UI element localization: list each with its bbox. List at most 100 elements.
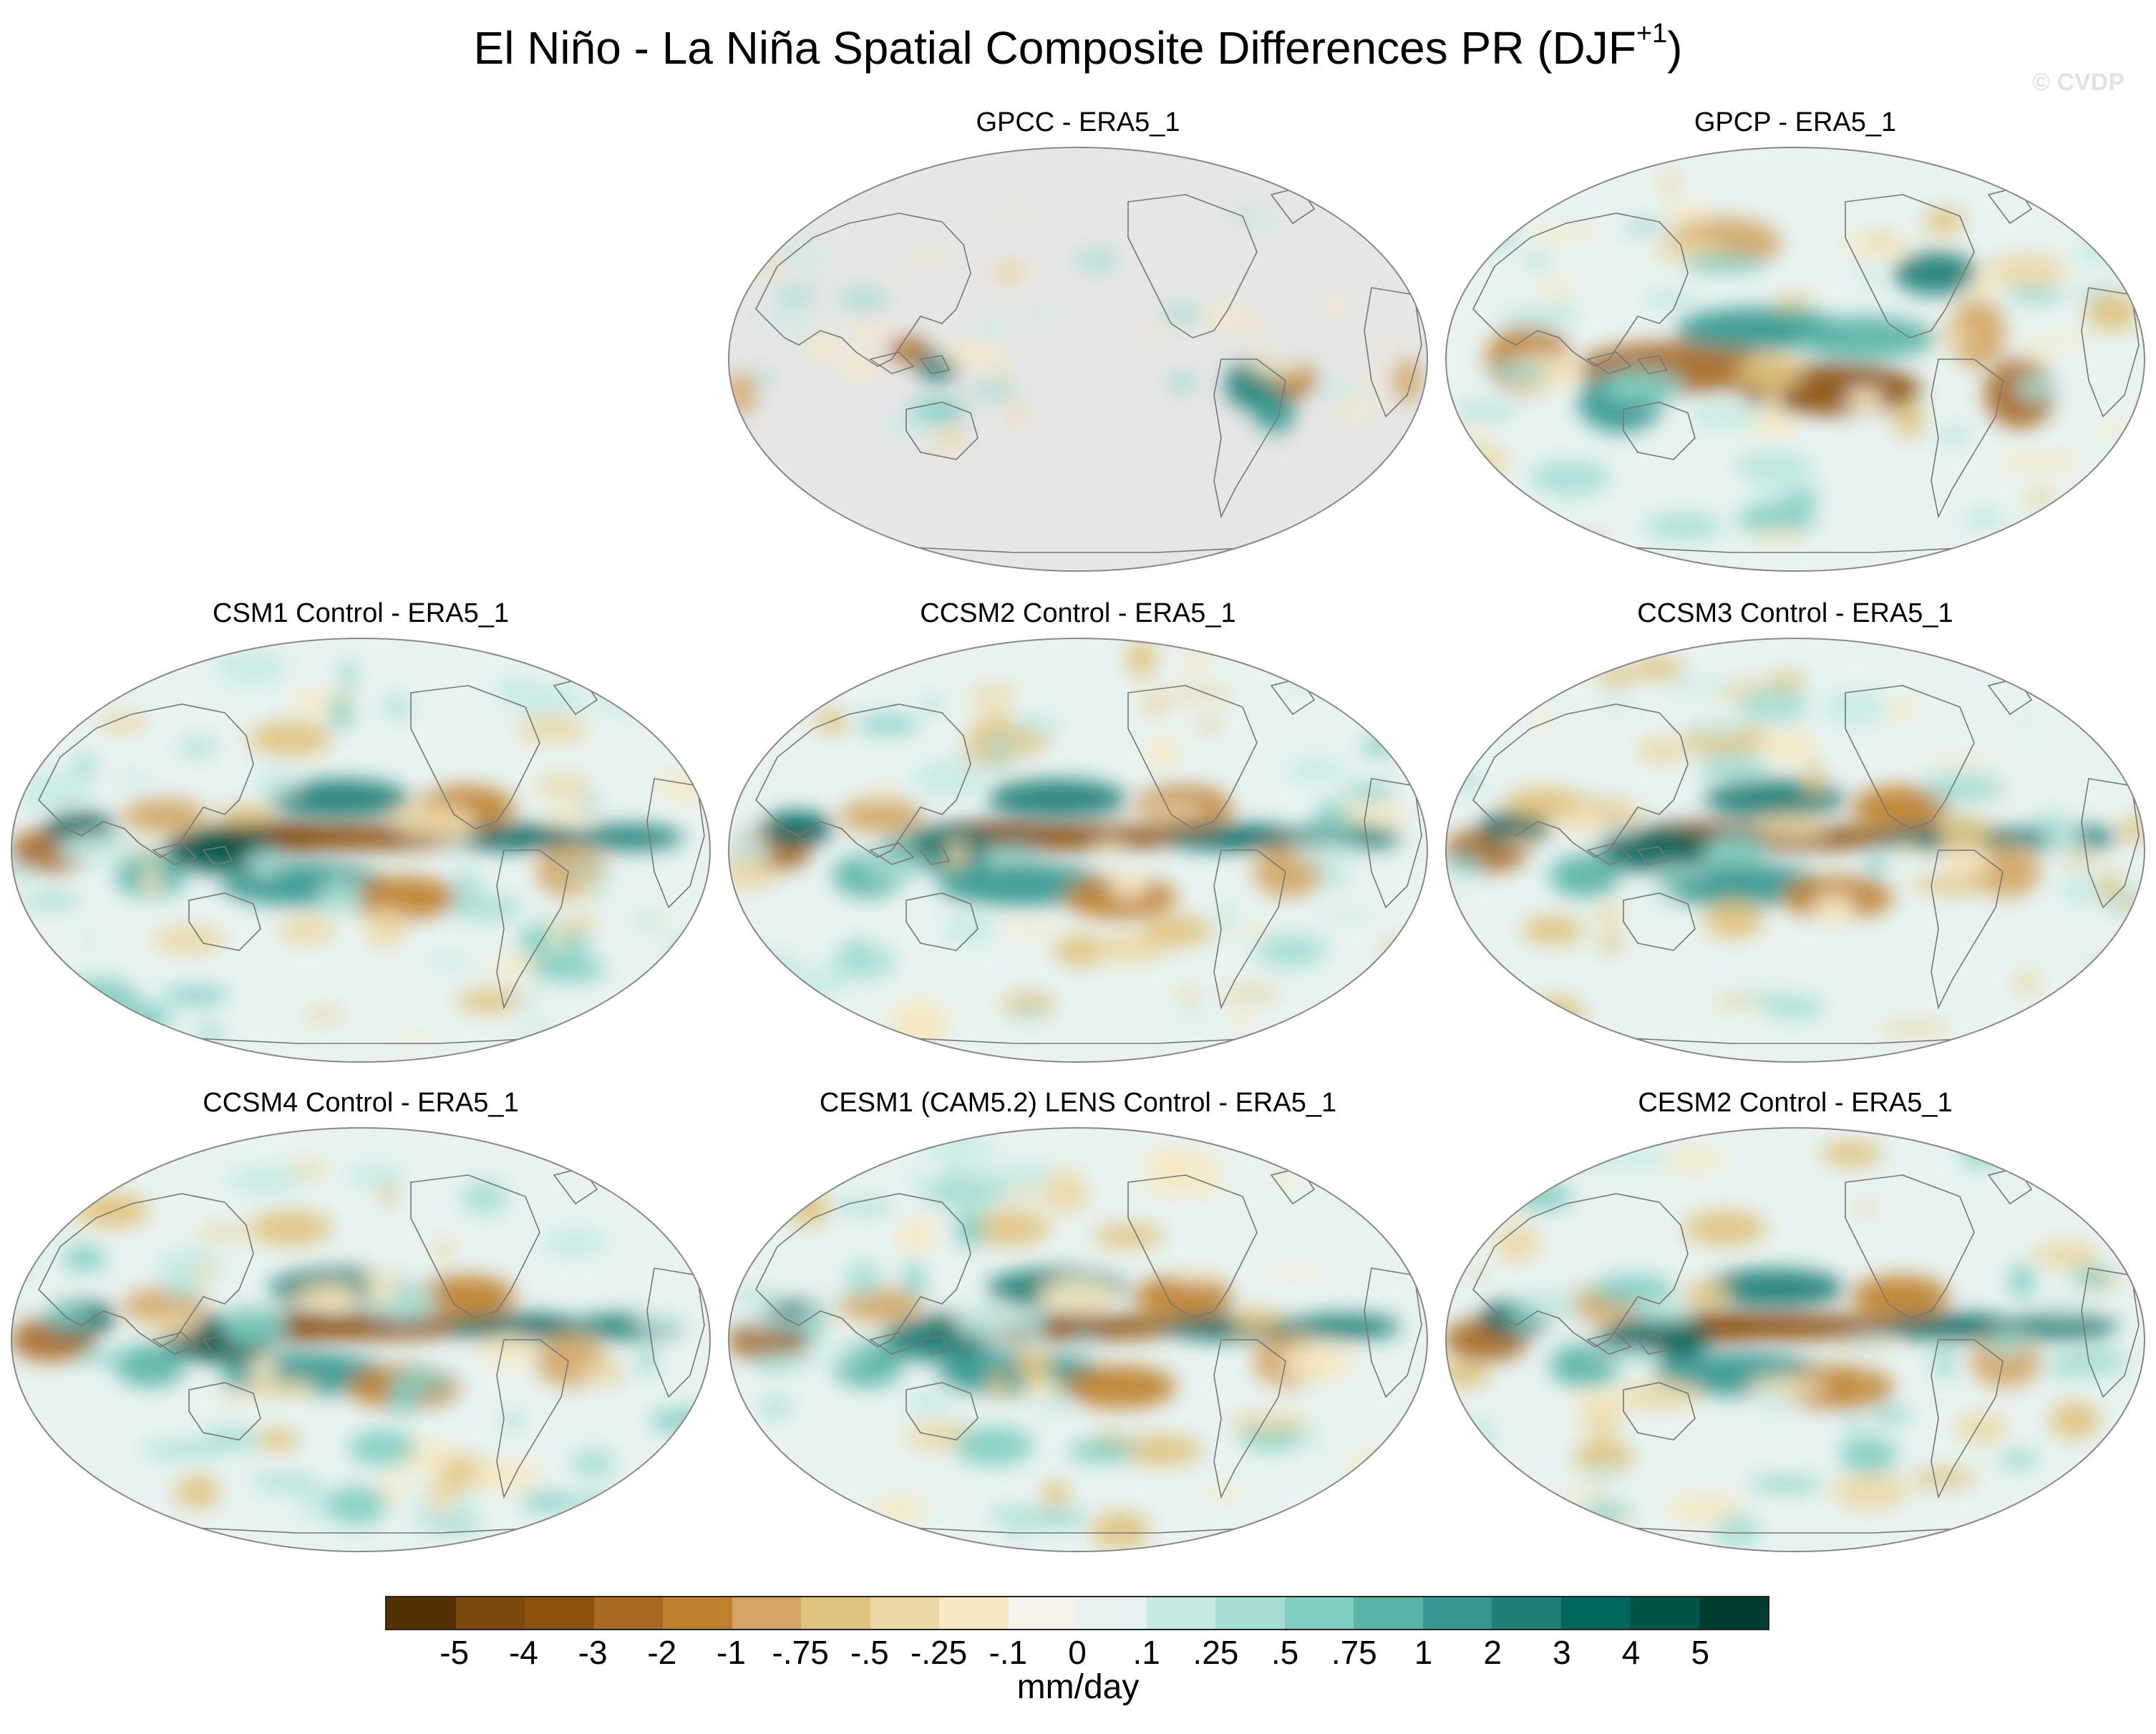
anomaly-field bbox=[1898, 842, 1919, 852]
anomaly-field bbox=[1002, 993, 1056, 1018]
anomaly-field bbox=[2077, 237, 2130, 266]
anomaly-field bbox=[560, 864, 602, 875]
anomaly-field bbox=[1921, 755, 2003, 765]
anomaly-field bbox=[838, 288, 890, 310]
anomaly-field bbox=[198, 1258, 213, 1286]
anomaly-field bbox=[449, 895, 523, 920]
colorbar-swatch bbox=[387, 1597, 456, 1629]
map-panel-ccsm3: CCSM3 Control - ERA5_1 bbox=[1444, 598, 2146, 1071]
anomaly-field bbox=[225, 1165, 304, 1194]
anomaly-field bbox=[1362, 735, 1398, 756]
anomaly-field bbox=[1879, 1314, 2020, 1340]
colorbar-swatch bbox=[455, 1597, 525, 1629]
anomaly-field bbox=[198, 1026, 223, 1040]
coastline bbox=[188, 892, 261, 951]
map-panel-gpcp: GPCP - ERA5_1 bbox=[1444, 107, 2146, 580]
anomaly-field bbox=[2025, 1250, 2069, 1260]
anomaly-field bbox=[1314, 910, 1379, 919]
anomaly-field bbox=[991, 260, 1027, 283]
anomaly-field bbox=[1022, 1511, 1089, 1525]
colorbar-tick-label: 5 bbox=[1691, 1634, 1710, 1671]
anomaly-field bbox=[1591, 1275, 1675, 1304]
anomaly-field bbox=[2039, 1511, 2066, 1525]
anomaly-field bbox=[1074, 1333, 1094, 1345]
anomaly-field bbox=[570, 1448, 616, 1479]
anomaly-field bbox=[2019, 716, 2036, 728]
anomaly-field bbox=[175, 1476, 221, 1509]
map-outline bbox=[728, 147, 1428, 572]
anomaly-field bbox=[178, 739, 218, 756]
anomaly-field bbox=[1601, 369, 1684, 404]
anomaly-field bbox=[244, 1380, 318, 1398]
anomaly-field bbox=[631, 910, 666, 930]
coastline bbox=[870, 1036, 1301, 1044]
colorbar-tick-label: -.5 bbox=[850, 1634, 889, 1671]
anomaly-field bbox=[848, 326, 894, 340]
anomaly-field bbox=[42, 1305, 92, 1328]
anomaly-field bbox=[11, 1021, 29, 1051]
coastline bbox=[1127, 685, 1258, 829]
anomaly-field bbox=[1607, 1516, 1639, 1526]
colorbar bbox=[385, 1596, 1769, 1630]
anomaly-field bbox=[1830, 1474, 1910, 1510]
anomaly-field bbox=[1936, 328, 1976, 346]
anomaly-field bbox=[2085, 293, 2140, 331]
anomaly-field bbox=[729, 372, 756, 415]
anomaly-field bbox=[1004, 206, 1023, 215]
anomaly-field bbox=[571, 824, 684, 850]
anomaly-field bbox=[922, 1135, 996, 1163]
panel-title: CESM2 Control - ERA5_1 bbox=[1638, 1088, 1953, 1118]
anomaly-field bbox=[1528, 256, 1547, 268]
anomaly-field bbox=[2102, 1458, 2145, 1469]
panel-title: CSM1 Control - ERA5_1 bbox=[213, 598, 509, 628]
anomaly-field bbox=[1169, 687, 1235, 701]
coastline bbox=[905, 892, 979, 951]
anomaly-field bbox=[1867, 233, 1895, 243]
anomaly-field bbox=[1593, 801, 1610, 814]
colorbar-swatch bbox=[1008, 1597, 1077, 1629]
anomaly-field bbox=[534, 774, 593, 796]
anomaly-field bbox=[1596, 667, 1635, 686]
anomaly-field bbox=[1887, 698, 1918, 721]
anomaly-field bbox=[2087, 999, 2145, 1031]
anomaly-field bbox=[2005, 288, 2066, 301]
anomaly-field bbox=[1631, 1307, 1696, 1324]
anomaly-field bbox=[1521, 915, 1585, 945]
colorbar-swatch bbox=[593, 1597, 663, 1629]
anomaly-field bbox=[1821, 1141, 1883, 1166]
anomaly-field bbox=[1988, 253, 2068, 286]
figure-title-close: ) bbox=[1667, 22, 1683, 74]
panel-title: CCSM3 Control - ERA5_1 bbox=[1637, 598, 1953, 628]
anomaly-field bbox=[1877, 1021, 1953, 1036]
anomaly-field bbox=[1135, 804, 1208, 817]
anomaly-field bbox=[1134, 1275, 1233, 1318]
anomaly-field bbox=[857, 716, 919, 734]
coastline bbox=[869, 351, 915, 374]
anomaly-field bbox=[754, 371, 776, 385]
anomaly-field bbox=[1143, 915, 1212, 947]
panel-title: CESM1 (CAM5.2) LENS Control - ERA5_1 bbox=[819, 1088, 1337, 1118]
anomaly-field bbox=[2015, 970, 2040, 995]
anomaly-field bbox=[2006, 1314, 2118, 1340]
colorbar-swatch bbox=[1560, 1597, 1630, 1629]
map-panel-ccsm4: CCSM4 Control - ERA5_1 bbox=[10, 1088, 712, 1560]
anomaly-field bbox=[732, 1290, 784, 1301]
anomaly-field bbox=[835, 1199, 895, 1214]
anomaly-field bbox=[432, 1239, 455, 1260]
coastline bbox=[1472, 1193, 1689, 1348]
anomaly-field bbox=[1653, 865, 1707, 879]
map-outline bbox=[728, 1127, 1428, 1552]
anomaly-field bbox=[1967, 276, 2003, 296]
anomaly-field bbox=[759, 1398, 792, 1418]
anomaly-field bbox=[417, 1275, 515, 1318]
anomaly-field bbox=[40, 1207, 56, 1231]
anomaly-field bbox=[1714, 1514, 1761, 1547]
colorbar-tick-label: 0 bbox=[1068, 1634, 1087, 1671]
anomaly-field bbox=[1462, 215, 1516, 250]
anomaly-field bbox=[1226, 213, 1256, 220]
anomaly-field bbox=[1480, 812, 1550, 846]
map-cesm2 bbox=[1445, 1127, 2145, 1552]
map-panel-gpcc: GPCC - ERA5_1 bbox=[727, 107, 1429, 580]
anomaly-field bbox=[2098, 872, 2122, 902]
anomaly-field bbox=[1394, 359, 1422, 402]
